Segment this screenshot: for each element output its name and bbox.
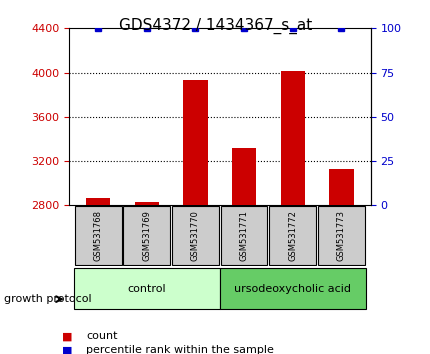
Text: GSM531773: GSM531773 [336, 210, 345, 261]
Bar [134, 202, 159, 205]
Bar [329, 169, 353, 205]
Text: ■: ■ [61, 346, 72, 354]
Text: GSM531770: GSM531770 [190, 210, 200, 261]
Text: GSM531768: GSM531768 [93, 210, 102, 261]
FancyBboxPatch shape [269, 206, 316, 265]
Text: GSM531769: GSM531769 [142, 210, 151, 261]
FancyBboxPatch shape [219, 268, 365, 309]
FancyBboxPatch shape [172, 206, 218, 265]
FancyBboxPatch shape [123, 206, 170, 265]
Text: control: control [127, 284, 166, 293]
FancyBboxPatch shape [74, 268, 219, 309]
FancyBboxPatch shape [220, 206, 267, 265]
Bar [86, 198, 110, 205]
Text: GSM531771: GSM531771 [239, 210, 248, 261]
Bar [280, 72, 304, 205]
Bar [231, 148, 256, 205]
Text: growth protocol: growth protocol [4, 294, 92, 304]
FancyBboxPatch shape [75, 206, 121, 265]
Text: percentile rank within the sample: percentile rank within the sample [86, 346, 273, 354]
Text: ■: ■ [61, 331, 72, 341]
Text: GDS4372 / 1434367_s_at: GDS4372 / 1434367_s_at [119, 18, 311, 34]
Text: count: count [86, 331, 117, 341]
Text: ursodeoxycholic acid: ursodeoxycholic acid [234, 284, 350, 293]
Text: GSM531772: GSM531772 [288, 210, 297, 261]
FancyBboxPatch shape [317, 206, 364, 265]
Bar [183, 80, 207, 205]
